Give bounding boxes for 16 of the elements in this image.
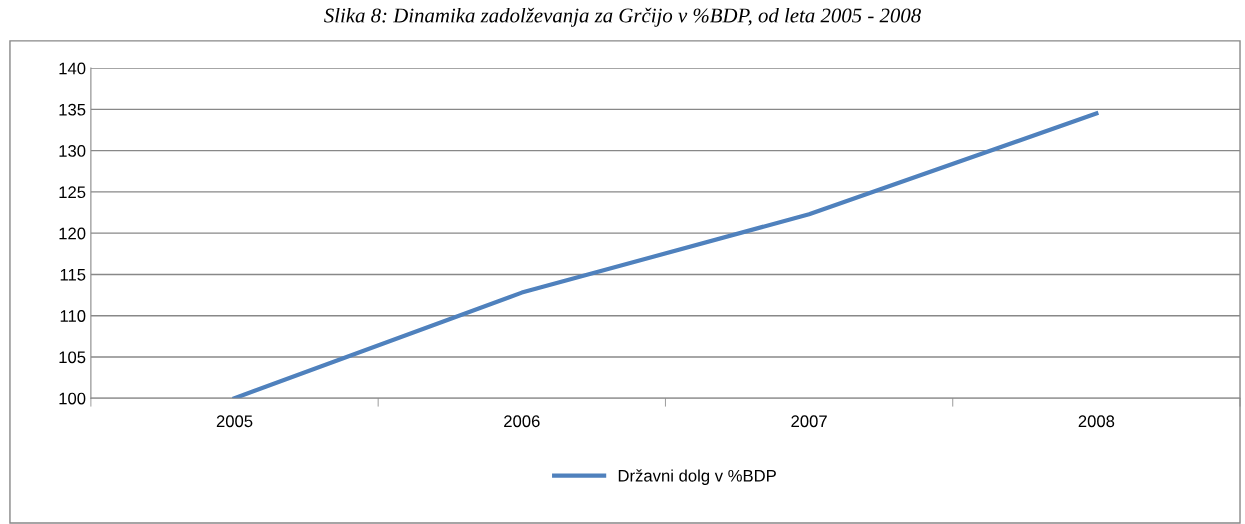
x-tick-label: 2007 [791,415,827,428]
legend-label: Državni dolg v %BDP [618,469,776,485]
y-tick-label: 135 [59,103,86,116]
y-tick-label: 125 [59,186,86,199]
x-tick-label: 2005 [216,415,253,428]
x-tick-label: 2008 [1078,415,1115,428]
x-tick-label: 2006 [504,415,540,428]
y-tick-label: 130 [59,145,86,157]
line-series [232,111,1099,399]
y-tick-label: 100 [59,392,86,405]
chart-title: Slika 8: Dinamika zadolževanja za Grčijo v %BDP, od leta 2005 - 2008 [324,7,921,27]
y-tick-label: 120 [59,227,86,240]
y-tick-label: 110 [60,310,86,322]
y-tick-label: 105 [59,351,86,364]
y-tick-label: 140 [59,62,86,75]
y-tick-label: 115 [60,269,86,281]
